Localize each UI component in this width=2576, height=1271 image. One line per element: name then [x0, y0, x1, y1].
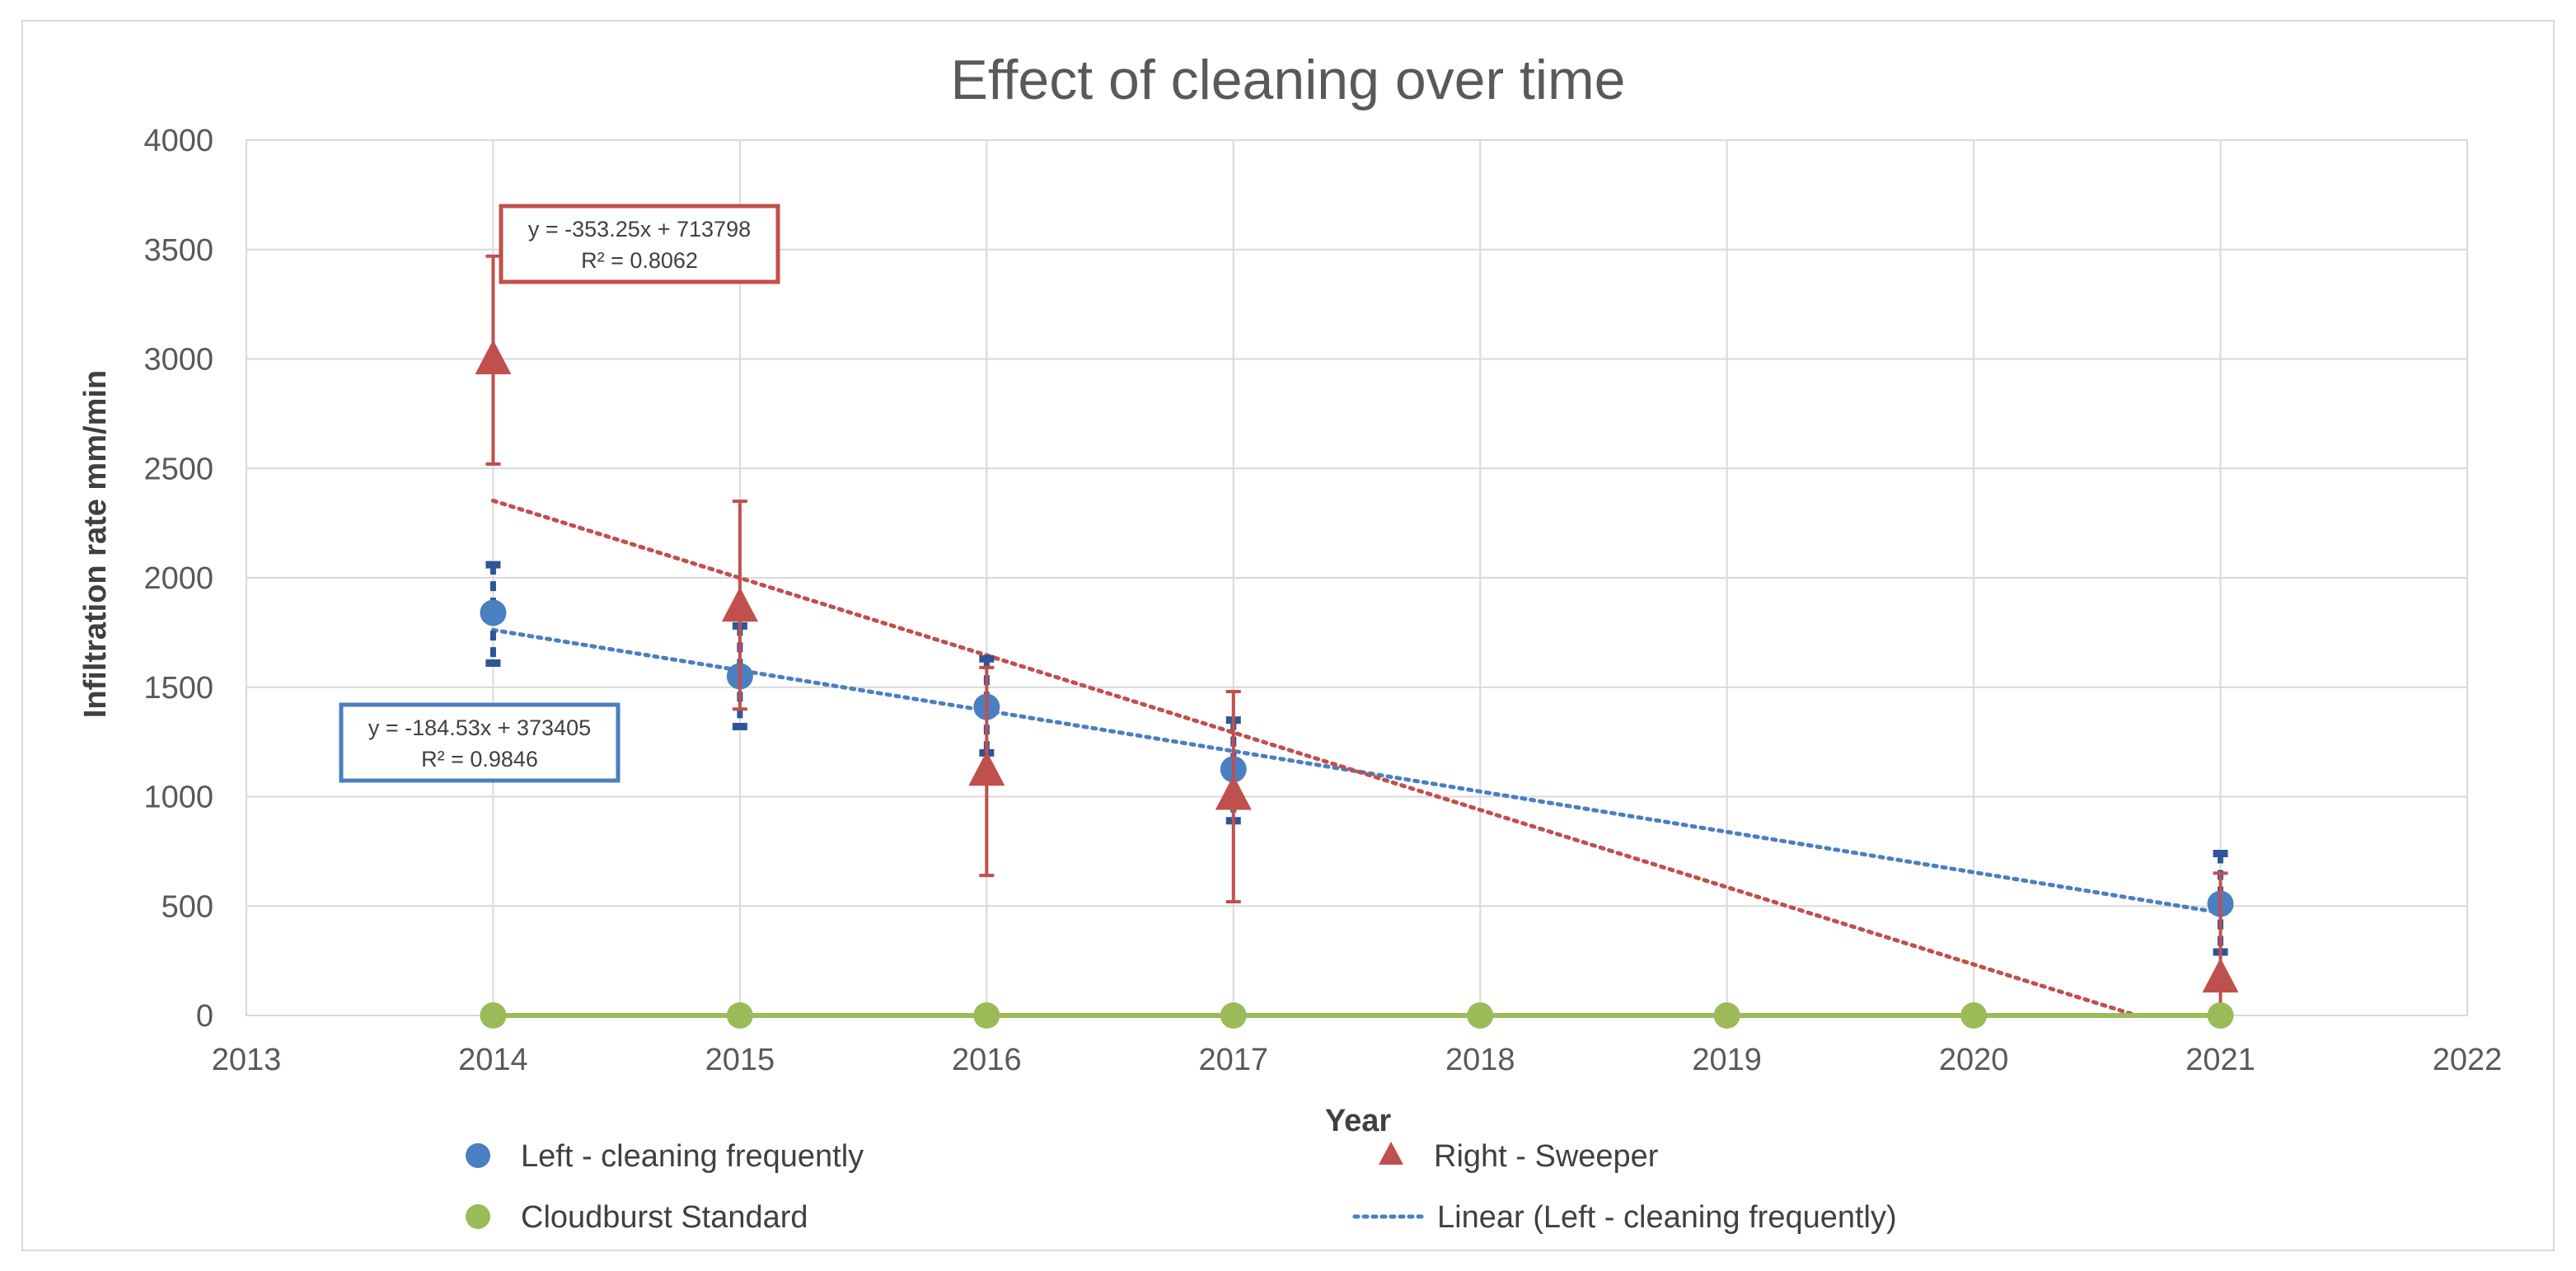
data-point-triangle — [2202, 958, 2239, 993]
data-point-triangle — [1215, 775, 1252, 810]
trendline-equation-box — [499, 204, 780, 284]
legend-triangle-icon — [1379, 1142, 1403, 1165]
data-point-circle — [2207, 1002, 2234, 1029]
data-point-triangle — [721, 587, 758, 622]
chart-frame — [21, 20, 2555, 1251]
chart-title: Effect of cleaning over time — [951, 49, 1626, 111]
legend-label: Left - cleaning frequently — [521, 1139, 864, 1174]
data-point-triangle — [968, 751, 1005, 786]
trendlines — [490, 498, 2223, 1018]
x-tick-label: 2015 — [705, 1043, 775, 1077]
trendline-r-squared: R² = 0.8062 — [581, 248, 698, 273]
legend-item: Right - Sweeper — [1379, 1139, 1659, 1174]
x-tick-label: 2019 — [1692, 1043, 1762, 1077]
y-tick-label: 3000 — [143, 343, 213, 378]
trendline-r-squared: R² = 0.9846 — [421, 747, 538, 772]
x-tick-label: 2021 — [2185, 1043, 2255, 1077]
trendline-equations: y = -353.25x + 713798 R² = 0.8062 y = -184… — [339, 204, 780, 783]
legend: Left - cleaning frequently Right - Sweepe… — [466, 1139, 1897, 1235]
data-point-circle — [480, 1002, 507, 1029]
legend-item: Left - cleaning frequently — [466, 1139, 864, 1174]
x-axis-title: Year — [1325, 1104, 1392, 1138]
trendline-equation: y = -353.25x + 713798 — [528, 217, 751, 242]
x-tick-label: 2018 — [1445, 1043, 1515, 1077]
legend-label: Linear (Left - cleaning frequently) — [1437, 1200, 1897, 1235]
x-tick-label: 2014 — [458, 1043, 528, 1077]
legend-item: Linear (Left - cleaning frequently) — [1352, 1200, 1897, 1235]
y-tick-label: 4000 — [143, 124, 213, 158]
data-point-circle — [1960, 1002, 1988, 1029]
x-tick-label: 2016 — [952, 1043, 1022, 1077]
legend-label: Cloudburst Standard — [521, 1200, 808, 1235]
data-point-circle — [480, 599, 507, 626]
data-point-circle — [973, 1002, 1000, 1029]
y-tick-label: 2000 — [143, 561, 213, 596]
data-series — [475, 254, 2239, 1029]
data-point-circle — [1467, 1002, 1494, 1029]
legend-item: Cloudburst Standard — [466, 1200, 808, 1235]
data-point-circle — [726, 1002, 753, 1029]
legend-circle-icon — [466, 1204, 490, 1229]
series-group — [480, 1002, 2234, 1029]
series-group — [475, 254, 2239, 1017]
trendline-equation: y = -184.53x + 373405 — [368, 715, 591, 740]
y-tick-label: 1500 — [143, 671, 213, 706]
data-point-circle — [1220, 1002, 1247, 1029]
x-tick-label: 2013 — [212, 1043, 282, 1077]
data-point-circle — [1713, 1002, 1740, 1029]
data-point-triangle — [475, 340, 512, 375]
trendline — [490, 498, 2139, 1018]
y-tick-label: 2500 — [143, 452, 213, 486]
y-tick-label: 1000 — [143, 781, 213, 815]
x-tick-label: 2022 — [2433, 1043, 2503, 1077]
y-tick-label: 0 — [196, 999, 213, 1034]
x-tick-label: 2017 — [1199, 1043, 1269, 1077]
y-tick-label: 3500 — [143, 233, 213, 268]
x-tick-label: 2020 — [1939, 1043, 2009, 1077]
trendline-equation-box — [339, 702, 621, 783]
legend-circle-icon — [466, 1143, 490, 1168]
y-tick-label: 500 — [162, 889, 213, 924]
legend-label: Right - Sweeper — [1434, 1139, 1659, 1174]
axes: 0 500 1000 1500 2000 2500 3000 3500 4000 2013 2014… — [143, 124, 2502, 1077]
series-group — [480, 560, 2234, 956]
y-axis-title: Infiltration rate mm/min — [78, 370, 113, 718]
